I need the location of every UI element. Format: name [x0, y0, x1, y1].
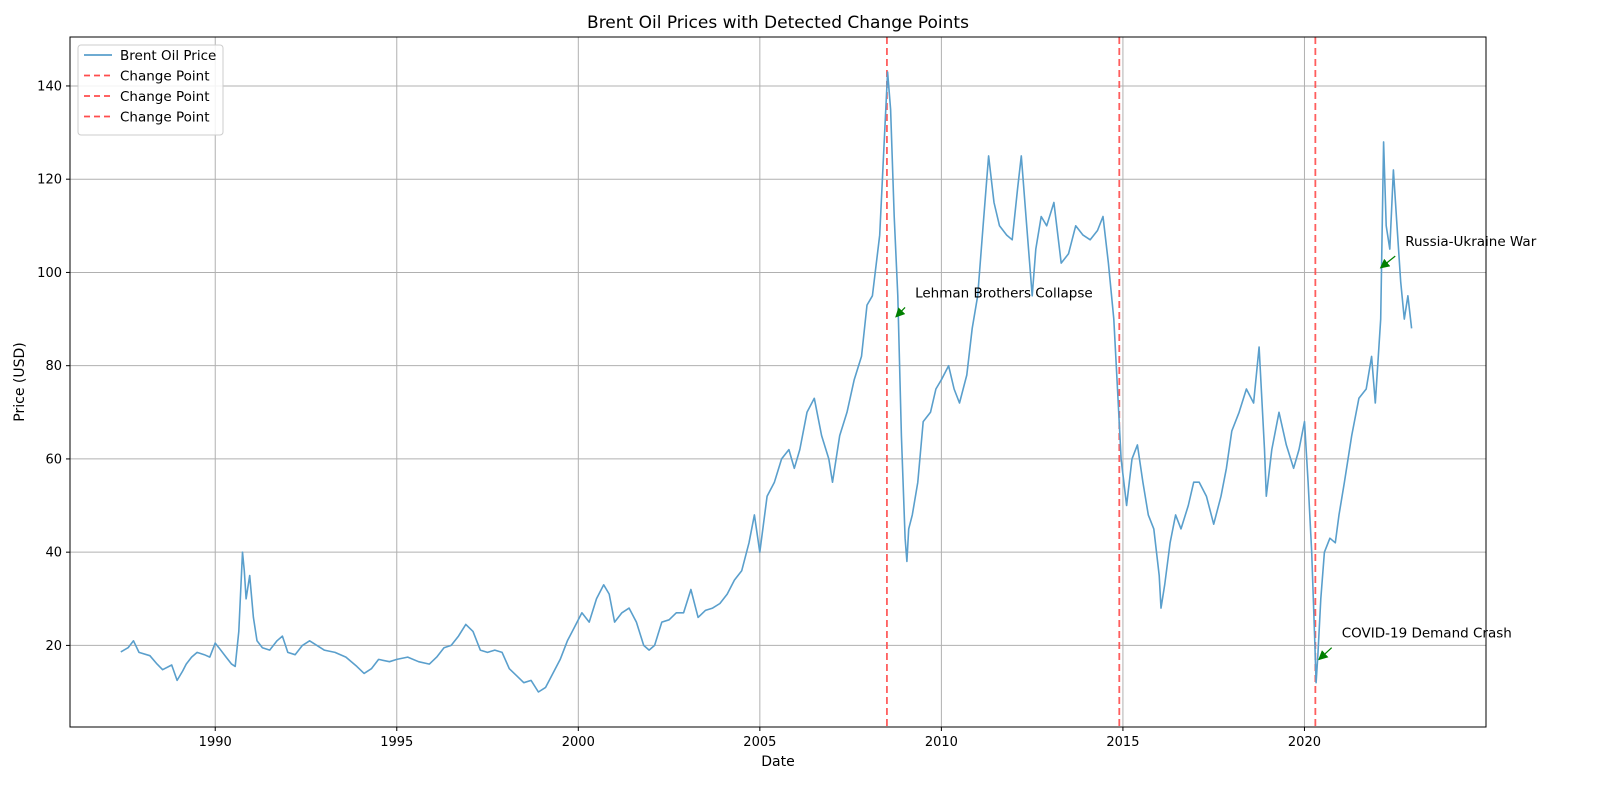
x-tick-label: 2005	[743, 735, 776, 750]
y-tick-label: 40	[45, 546, 62, 561]
legend: Brent Oil Price Change Point Change Point C…	[77, 44, 224, 136]
x-axis-label: Date	[761, 754, 794, 770]
grid-layer	[70, 37, 1486, 727]
x-axis-ticks: 1990 1995 2000 2005 2010 2015 2020	[199, 727, 1321, 750]
x-tick-label: 1990	[199, 735, 232, 750]
legend-label: Change Point	[120, 110, 210, 126]
chart-title: Brent Oil Prices with Detected Change Po…	[587, 13, 969, 33]
annotation-label: Russia-Ukraine War	[1405, 234, 1536, 250]
y-tick-label: 60	[45, 452, 62, 467]
y-tick-label: 80	[45, 359, 62, 374]
y-axis-ticks: 20 40 60 80 100 120 140	[37, 79, 70, 654]
x-tick-label: 2000	[562, 735, 595, 750]
annotation-label: COVID-19 Demand Crash	[1342, 626, 1512, 642]
x-tick-label: 2010	[925, 735, 958, 750]
y-tick-label: 100	[37, 266, 62, 281]
legend-label: Change Point	[120, 69, 210, 85]
series-layer	[120, 71, 1413, 693]
y-tick-label: 140	[37, 79, 62, 94]
plot-area-frame	[69, 36, 1487, 728]
annotation-arrow	[895, 306, 906, 318]
annotation-label: Lehman Brothers Collapse	[915, 285, 1093, 301]
legend-box	[77, 44, 224, 136]
x-tick-label: 2020	[1288, 735, 1321, 750]
y-tick-label: 20	[45, 639, 62, 654]
change-point-layer	[886, 37, 1317, 727]
legend-label: Brent Oil Price	[120, 48, 216, 64]
annotation-arrow	[1379, 255, 1396, 269]
x-tick-label: 1995	[380, 735, 413, 750]
y-tick-label: 120	[37, 173, 62, 188]
series-line-brent-oil-price	[120, 71, 1413, 693]
annotation-layer: Lehman Brothers Collapse COVID-19 Demand …	[895, 234, 1537, 661]
y-axis-label: Price (USD)	[12, 342, 28, 421]
legend-label: Change Point	[120, 89, 210, 105]
annotation-arrow	[1318, 647, 1333, 661]
x-tick-label: 2015	[1106, 735, 1139, 750]
